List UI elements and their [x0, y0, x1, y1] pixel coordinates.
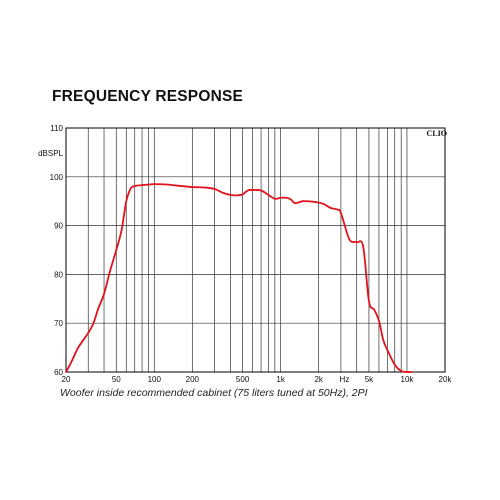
y-tick-label: 100	[50, 173, 64, 182]
x-tick-label: 200	[186, 375, 200, 384]
x-unit-label: Hz	[340, 375, 350, 384]
y-tick-label: 60	[54, 368, 63, 377]
y-tick-label: 80	[54, 270, 63, 279]
x-tick-label: 1k	[276, 375, 285, 384]
chart-caption: Woofer inside recommended cabinet (75 li…	[60, 387, 368, 399]
clio-brand-label: CLIO	[427, 129, 447, 138]
x-tick-label: 20	[62, 375, 71, 384]
x-tick-label: 100	[148, 375, 162, 384]
x-tick-label: 10k	[401, 375, 415, 384]
x-tick-label: 500	[236, 375, 250, 384]
y-tick-label: 110	[50, 124, 63, 133]
x-tick-label: 5k	[365, 375, 374, 384]
series-line	[65, 183, 414, 373]
plot-frame	[65, 127, 446, 373]
x-tick-label: 50	[112, 375, 121, 384]
grid-lines	[66, 128, 445, 372]
x-tick-labels: 20 50 100 200 500 1k 2k 5k 10k 20k Hz	[62, 375, 453, 384]
y-tick-label: 90	[54, 222, 63, 231]
y-tick-label: 70	[54, 319, 63, 328]
chart-title: FREQUENCY RESPONSE	[52, 88, 244, 105]
y-tick-labels: 60 70 80 90 100 110	[50, 124, 64, 377]
x-tick-label: 20k	[439, 375, 453, 384]
x-tick-label: 2k	[314, 375, 323, 384]
y-axis-label: dBSPL	[38, 149, 63, 158]
